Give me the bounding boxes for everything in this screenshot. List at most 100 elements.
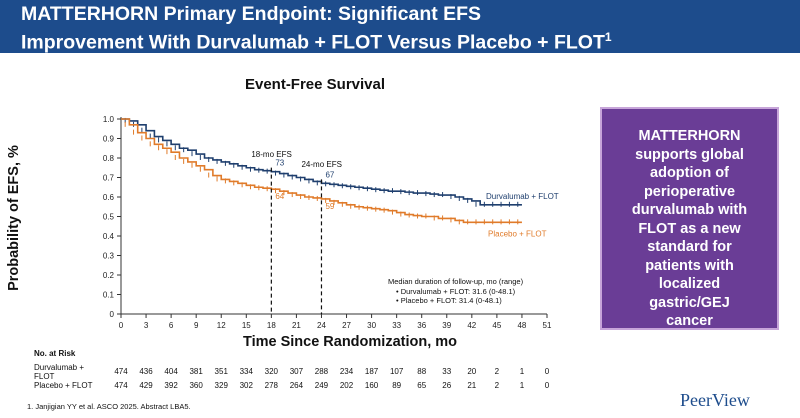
risk-row-label-durvalumab: Durvalumab + FLOT (34, 363, 85, 381)
x-tick-label: 12 (217, 321, 226, 330)
followup-item: • Placebo + FLOT: 31.4 (0-48.1) (396, 296, 502, 305)
callout-line: MATTERHORN (638, 128, 741, 144)
risk-count: 33 (442, 367, 452, 376)
title-superscript: 1 (604, 30, 612, 44)
callout-line: perioperative (643, 183, 736, 200)
callout-line: FLOT as a new (638, 220, 741, 237)
x-tick-label: 48 (517, 321, 526, 330)
y-tick-label: 0.3 (103, 252, 115, 261)
y-tick-label: 0.4 (103, 232, 115, 241)
risk-count: 2 (494, 381, 500, 390)
risk-count: 249 (314, 381, 329, 390)
x-tick-label: 15 (242, 321, 251, 330)
risk-count: 329 (214, 381, 228, 390)
y-tick-label: 0.8 (103, 154, 115, 163)
series-label-placebo: Placebo + FLOT (488, 229, 547, 238)
callout-line: durvalumab with (631, 202, 748, 218)
peerview-logo: PeerView (680, 390, 750, 410)
risk-count: 351 (214, 367, 228, 376)
risk-count: 392 (164, 381, 178, 390)
x-tick-label: 3 (144, 321, 149, 330)
callout-line: standard for (647, 239, 732, 255)
y-axis-title: Probability of EFS, % (6, 145, 22, 291)
efs-value-label: 59 (325, 202, 334, 211)
y-tick-label: 0 (110, 310, 115, 319)
callout-line: adoption of (650, 165, 729, 181)
risk-count: 404 (164, 367, 178, 376)
landmark-label: 18-mo EFS (251, 150, 291, 159)
efs-value-label: 73 (275, 159, 284, 168)
risk-count: 88 (417, 367, 427, 376)
x-tick-label: 0 (119, 321, 124, 330)
key-takeaway-callout: MATTERHORN supports global adoption of peri… (600, 107, 779, 330)
x-tick-label: 51 (543, 321, 552, 330)
risk-count: 288 (314, 367, 329, 376)
risk-count: 320 (264, 367, 279, 376)
risk-count: 429 (139, 381, 153, 390)
callout-line: localized (658, 276, 721, 292)
landmark-label: 24-mo EFS (301, 160, 341, 169)
callout-line: cancer (666, 313, 713, 329)
risk-count: 20 (467, 367, 477, 376)
x-axis-title: Time Since Randomization, mo (242, 334, 458, 350)
risk-count: 2 (494, 367, 500, 376)
risk-count: 160 (364, 381, 379, 390)
y-tick-label: 0.1 (103, 291, 115, 300)
y-tick-label: 0.2 (103, 271, 115, 280)
x-tick-label: 6 (169, 321, 174, 330)
slide-title-line1: MATTERHORN Primary Endpoint: Significant… (21, 3, 482, 25)
slide-title-line2: Improvement With Durvalumab + FLOT Versu… (21, 26, 612, 55)
efs-value-label: 64 (275, 192, 284, 201)
risk-count: 264 (289, 381, 304, 390)
risk-count: 21 (467, 381, 477, 390)
risk-count: 360 (189, 381, 203, 390)
x-tick-label: 39 (442, 321, 451, 330)
series-line-placebo (121, 118, 522, 224)
footnote: 1. Janjigian YY et al. ASCO 2025. Abstra… (27, 402, 191, 411)
risk-count: 1 (519, 367, 525, 376)
x-tick-label: 9 (194, 321, 199, 330)
risk-count: 307 (289, 367, 304, 376)
x-tick-label: 27 (342, 321, 351, 330)
y-tick-label: 1.0 (103, 115, 115, 124)
risk-count: 187 (364, 367, 379, 376)
risk-count: 1 (519, 381, 525, 390)
risk-count: 474 (114, 381, 128, 390)
risk-count: 234 (339, 367, 354, 376)
followup-item: • Durvalumab + FLOT: 31.6 (0-48.1) (396, 287, 516, 296)
x-tick-label: 36 (417, 321, 426, 330)
title-banner: MATTERHORN Primary Endpoint: Significant… (0, 0, 800, 55)
x-tick-label: 30 (367, 321, 376, 330)
risk-count: 334 (239, 367, 253, 376)
x-tick-label: 21 (292, 321, 301, 330)
y-tick-label: 0.6 (103, 193, 115, 202)
slide-title-line2-text: Improvement With Durvalumab + FLOT Versu… (21, 31, 605, 54)
risk-count: 474 (114, 367, 128, 376)
series-line-durvalumab (121, 118, 522, 206)
risk-count: 436 (139, 367, 153, 376)
x-tick-label: 18 (267, 321, 276, 330)
risk-count: 65 (417, 381, 427, 390)
risk-count: 107 (389, 367, 404, 376)
risk-count: 278 (264, 381, 279, 390)
risk-row-label-placebo: Placebo + FLOT (34, 381, 93, 390)
risk-count: 302 (239, 381, 253, 390)
risk-count: 381 (189, 367, 203, 376)
followup-title: Median duration of follow-up, mo (range) (388, 277, 524, 286)
risk-count: 89 (392, 381, 402, 390)
callout-line: patients with (645, 257, 734, 274)
y-tick-label: 0.5 (103, 213, 115, 222)
y-tick-label: 0.9 (103, 135, 115, 144)
risk-count: 202 (339, 381, 354, 390)
x-tick-label: 42 (467, 321, 476, 330)
x-tick-label: 24 (317, 321, 326, 330)
y-tick-label: 0.7 (103, 174, 115, 183)
risk-count: 26 (442, 381, 452, 390)
x-tick-label: 33 (392, 321, 401, 330)
risk-count: 0 (544, 367, 550, 376)
series-label-durvalumab: Durvalumab + FLOT (486, 192, 559, 201)
callout-line: gastric/GEJ (649, 294, 730, 311)
efs-value-label: 67 (325, 170, 334, 179)
chart-title: Event-Free Survival (244, 76, 386, 93)
